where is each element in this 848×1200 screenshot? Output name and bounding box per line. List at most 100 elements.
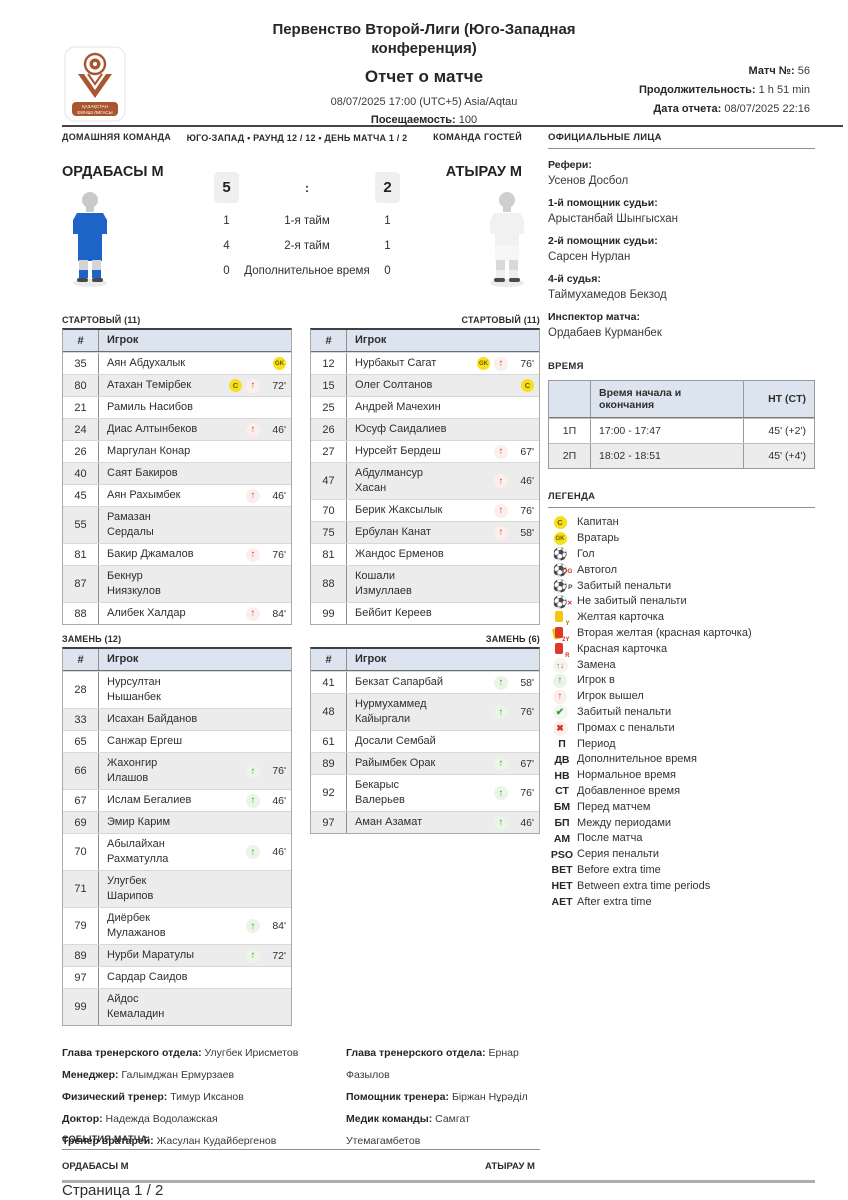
- player-number: 71: [63, 871, 99, 907]
- player-row: 88 Кошали Измуллаев: [311, 565, 539, 602]
- legend-label: Автогол: [577, 563, 618, 576]
- time-row: 2П 18:02 - 18:51 45' (+4'): [549, 443, 814, 468]
- period-away-score: 0: [384, 265, 391, 277]
- player-row: 89 Райымбек Орак ↑ 67': [311, 752, 539, 774]
- staff-name: Біржан Нұрәділ: [451, 1091, 528, 1103]
- minute-label: 72': [272, 379, 286, 392]
- player-number: 99: [63, 989, 99, 1025]
- period-score-row: 4 2-я тайм 1: [214, 239, 400, 253]
- player-name: Атахан Темірбек: [107, 379, 192, 391]
- duration-label: Продолжительность:: [638, 84, 756, 96]
- player-icons: ↑ 46': [246, 419, 291, 440]
- captain-badge-icon: C: [521, 379, 534, 392]
- time-title: ВРЕМЯ: [548, 361, 584, 372]
- player-name: Ербулан Канат: [355, 526, 431, 538]
- legend-code: BET: [551, 864, 573, 877]
- player-icons: [286, 871, 291, 907]
- player-row: 92 Бекарыс Валерьев ↑ 76': [311, 774, 539, 811]
- player-number: 12: [311, 353, 347, 374]
- player-row: 27 Нурсейт Бердеш ↑ 67': [311, 440, 539, 462]
- away-team-label: КОМАНДА ГОСТЕЙ: [433, 132, 522, 142]
- legend-item: GK Вратарь: [548, 531, 815, 547]
- player-out-icon: ↑: [246, 547, 260, 562]
- player-name: Аман Азамат: [355, 816, 423, 828]
- period-away-score: 1: [384, 240, 391, 252]
- legend-item: AET After extra time: [548, 894, 815, 910]
- player-icons: ↑ 58': [494, 522, 539, 543]
- home-starting-label: СТАРТОВЫЙ (11): [62, 315, 141, 325]
- player-row: 24 Диас Алтынбеков ↑ 46': [63, 418, 291, 440]
- minute-label: 84': [272, 607, 286, 620]
- player-row: 80 Атахан Темірбек C ↑ 72': [63, 374, 291, 396]
- player-row: 97 Сардар Саидов: [63, 966, 291, 988]
- minute-label: 72': [272, 949, 286, 962]
- player-icons: GK ↑ 76': [477, 353, 539, 374]
- player-number: 99: [311, 603, 347, 624]
- minute-label: 67': [520, 445, 534, 458]
- official-role: Инспектор матча:: [548, 311, 640, 323]
- player-row: 89 Нурби Маратулы ↑ 72': [63, 944, 291, 966]
- player-row: 26 Юсуф Саидалиев: [311, 418, 539, 440]
- legend-code: БП: [554, 817, 570, 830]
- staff-entry: Помощник тренера: Біржан Нұрәділ: [346, 1086, 540, 1108]
- minute-label: 76': [520, 706, 534, 718]
- legend-label: Серия пенальти: [577, 848, 660, 861]
- player-row: 67 Ислам Бегалиев ↑ 46': [63, 789, 291, 811]
- player-icons: ↑ 84': [246, 908, 291, 944]
- number-column-header: #: [311, 649, 347, 670]
- home-lineup-column: СТАРТОВЫЙ (11) # Игрок 35 Аян Абдухалык GK 80…: [62, 306, 292, 1026]
- player-icons: GK: [273, 353, 291, 374]
- player-row: 12 Нурбакыт Сагат GK ↑ 76': [311, 352, 539, 374]
- player-name: Нурсултан Нышанбек: [107, 676, 161, 703]
- player-number: 33: [63, 709, 99, 730]
- official-role: Рефери:: [548, 159, 592, 171]
- player-out-icon: ↑: [494, 474, 508, 488]
- second-yellow-card-icon: 2Y: [551, 626, 570, 643]
- time-range-header: Время начала и окончания: [591, 381, 744, 417]
- player-number: 92: [311, 775, 347, 811]
- player-number: 70: [63, 834, 99, 870]
- staff-role: Доктор:: [62, 1113, 103, 1125]
- player-out-icon: ↑: [494, 503, 508, 518]
- player-number: 47: [311, 463, 347, 499]
- score-separator: :: [305, 180, 309, 195]
- player-row: 87 Бекнур Ниязкулов: [63, 565, 291, 602]
- period-label: 2-я тайм: [284, 240, 330, 252]
- player-row: 70 Берик Жаксылык ↑ 76': [311, 499, 539, 521]
- staff-role: Тренер вратарей:: [62, 1135, 154, 1147]
- player-name: Досали Сембай: [355, 735, 436, 747]
- legend-label: Between extra time periods: [577, 879, 711, 892]
- period-home-score: 0: [223, 265, 230, 277]
- player-icons: ↑ 76': [494, 775, 539, 811]
- penalty-scored-check-icon: ✔: [552, 704, 568, 720]
- player-number: 55: [63, 507, 99, 543]
- player-number: 25: [311, 397, 347, 418]
- captain-badge-icon: C: [553, 516, 567, 530]
- attendance: Посещаемость: 100: [264, 114, 584, 126]
- legend-item: ✖ Промах с пенальти: [548, 720, 815, 736]
- player-row: 69 Эмир Карим: [63, 811, 291, 833]
- legend-item: СТ Добавленное время: [548, 784, 815, 800]
- events-home-team: ОРДАБАСЫ М: [62, 1161, 129, 1172]
- player-number: 67: [63, 790, 99, 811]
- player-column-header: Игрок: [355, 653, 387, 665]
- legend-code: П: [558, 738, 566, 751]
- events-title: СОБЫТИЯ МАТЧА: [62, 1134, 540, 1150]
- staff-role: Медик команды:: [346, 1113, 433, 1125]
- legend-section: ЛЕГЕНДА C Капитан GK Вратарь ⚽ Гол ⚽ OG Автогол ⚽…: [548, 491, 815, 910]
- player-row: 75 Ербулан Канат ↑ 58': [311, 521, 539, 543]
- player-icons: [534, 566, 539, 602]
- logo-text-line1: ҚАЗАҚСТАН: [82, 104, 108, 109]
- legend-list: C Капитан GK Вратарь ⚽ Гол ⚽ OG Автогол ⚽ P Забитый…: [548, 515, 815, 910]
- away-starting-table: # Игрок 12 Нурбакыт Сагат GK ↑ 76' 15 Олег Солта…: [310, 328, 540, 625]
- duration-value: 1 h 51 min: [758, 84, 810, 96]
- minute-label: 58': [520, 526, 534, 539]
- player-number: 89: [311, 753, 347, 774]
- goalkeeper-badge-icon: GK: [553, 532, 567, 546]
- player-row: 33 Исахан Байданов: [63, 708, 291, 730]
- match-duration: Продолжительность: 1 h 51 min: [639, 81, 810, 100]
- period-away-score: 1: [384, 215, 391, 227]
- player-row: 61 Досали Сембай: [311, 730, 539, 752]
- player-name: Диёрбек Мулажанов: [107, 912, 166, 939]
- player-name: Нурсейт Бердеш: [355, 445, 441, 457]
